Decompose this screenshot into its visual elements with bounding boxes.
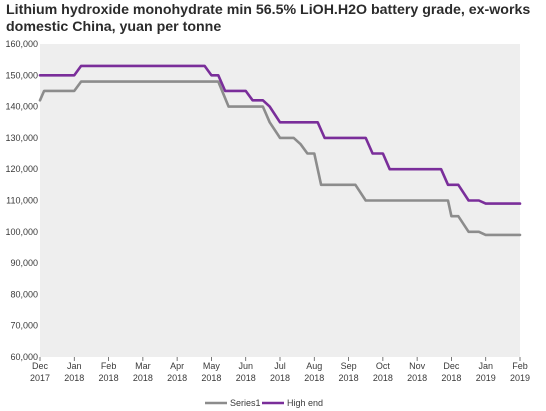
x-tick-year: 2017 (30, 373, 50, 383)
y-tick-label: 60,000 (10, 352, 38, 362)
y-tick-label: 140,000 (5, 102, 38, 112)
x-tick-year: 2018 (407, 373, 427, 383)
x-tick-year: 2018 (167, 373, 187, 383)
x-tick-month: Dec (443, 361, 460, 371)
series-lines (38, 64, 522, 237)
y-tick-label: 160,000 (5, 39, 38, 49)
x-tick-year: 2018 (304, 373, 324, 383)
x-tick-month: Nov (409, 361, 426, 371)
y-tick-label: 150,000 (5, 70, 38, 80)
x-tick-year: 2019 (510, 373, 530, 383)
legend: Series1 High end (205, 398, 323, 408)
x-tick-month: Oct (376, 361, 391, 371)
x-tick-month: Aug (306, 361, 322, 371)
x-tick-year: 2019 (476, 373, 496, 383)
x-tick-year: 2018 (270, 373, 290, 383)
chart-title: Lithium hydroxide monohydrate min 56.5% … (6, 2, 531, 35)
x-axis: Dec 2017 Jan 2018 Feb 2018 Mar 2018 Apr 2018 May 20… (30, 357, 530, 383)
x-tick-month: Jan (478, 361, 493, 371)
x-tick-year: 2018 (441, 373, 461, 383)
series-line-high-end (38, 64, 522, 205)
x-tick-month: Jul (274, 361, 286, 371)
x-tick-year: 2018 (339, 373, 359, 383)
x-tick-year: 2018 (99, 373, 119, 383)
y-tick-label: 70,000 (10, 321, 38, 331)
y-tick-label: 110,000 (6, 196, 38, 206)
legend-label: Series1 (230, 398, 261, 408)
y-tick-label: 120,000 (5, 164, 38, 174)
x-tick-month: Feb (101, 361, 117, 371)
y-tick-label: 90,000 (10, 258, 38, 268)
y-tick-label: 80,000 (10, 289, 38, 299)
legend-label: High end (287, 398, 323, 408)
x-tick-month: Apr (170, 361, 184, 371)
x-tick-month: Feb (512, 361, 528, 371)
x-tick-month: Jan (67, 361, 82, 371)
x-tick-year: 2018 (201, 373, 221, 383)
series-line-series1 (38, 80, 522, 237)
x-tick-month: Sep (341, 361, 357, 371)
x-tick-year: 2018 (236, 373, 256, 383)
x-tick-month: Dec (32, 361, 49, 371)
x-tick-year: 2018 (64, 373, 84, 383)
x-tick-month: May (203, 361, 221, 371)
y-tick-label: 130,000 (5, 133, 38, 143)
x-tick-month: Mar (135, 361, 151, 371)
y-axis: 60,000 70,000 80,000 90,000 100,000 110,000 12… (5, 39, 38, 362)
x-tick-month: Jun (238, 361, 253, 371)
y-tick-label: 100,000 (5, 227, 38, 237)
x-tick-year: 2018 (133, 373, 153, 383)
x-tick-year: 2018 (373, 373, 393, 383)
